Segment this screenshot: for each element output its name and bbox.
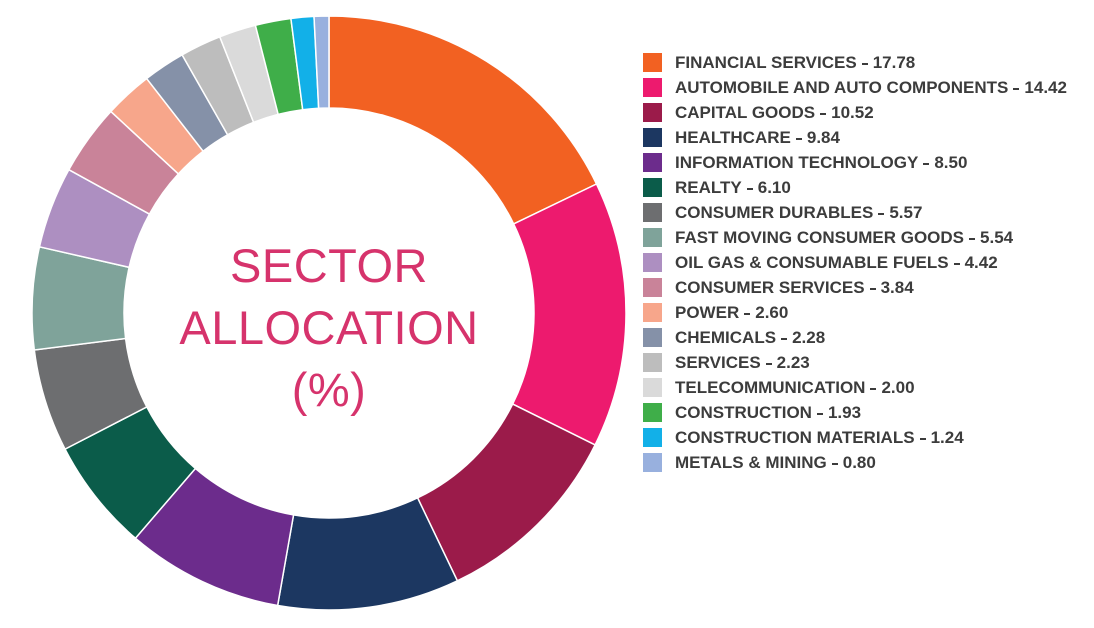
legend-item: INFORMATION TECHNOLOGY 8.50 bbox=[643, 150, 1083, 175]
legend-separator bbox=[1013, 87, 1020, 90]
legend-value: 1.93 bbox=[827, 403, 862, 422]
legend-label: CAPITAL GOODS bbox=[675, 103, 816, 122]
legend-swatch bbox=[643, 228, 662, 247]
legend-value: 3.84 bbox=[880, 278, 914, 297]
legend-value: 1.24 bbox=[930, 428, 964, 447]
legend-label: OIL GAS & CONSUMABLE FUELS bbox=[675, 253, 949, 272]
legend-swatch bbox=[643, 453, 662, 472]
legend-swatch bbox=[643, 328, 662, 347]
legend-label: INFORMATION TECHNOLOGY bbox=[675, 153, 919, 172]
legend-separator bbox=[923, 162, 930, 165]
legend-value: 6.10 bbox=[757, 178, 791, 197]
legend-value: 4.42 bbox=[964, 253, 998, 272]
legend-separator bbox=[746, 187, 753, 190]
legend-label: FINANCIAL SERVICES bbox=[675, 53, 857, 72]
legend-separator bbox=[816, 412, 823, 415]
legend-swatch bbox=[643, 128, 662, 147]
legend-separator bbox=[969, 237, 976, 240]
legend-value: 8.50 bbox=[934, 153, 968, 172]
chart-title: SECTOR ALLOCATION (%) bbox=[179, 239, 479, 416]
legend-separator bbox=[869, 287, 876, 290]
legend-label: POWER bbox=[675, 303, 740, 322]
slice bbox=[313, 15, 330, 110]
legend-swatch bbox=[643, 403, 662, 422]
legend-item: REALTY 6.10 bbox=[643, 175, 1083, 200]
legend-label: HEALTHCARE bbox=[675, 128, 791, 147]
legend-swatch bbox=[643, 53, 662, 72]
legend-swatch bbox=[643, 303, 662, 322]
legend-item: POWER 2.60 bbox=[643, 300, 1083, 325]
legend-label: FAST MOVING CONSUMER GOODS bbox=[675, 228, 965, 247]
legend-label: TELECOMMUNICATION bbox=[675, 378, 866, 397]
slice bbox=[328, 15, 598, 225]
legend-value: 5.57 bbox=[889, 203, 923, 222]
legend-label: AUTOMOBILE AND AUTO COMPONENTS bbox=[675, 78, 1009, 97]
legend-item: CAPITAL GOODS 10.52 bbox=[643, 100, 1083, 125]
legend-swatch bbox=[643, 428, 662, 447]
legend-swatch bbox=[643, 178, 662, 197]
legend-swatch bbox=[643, 203, 662, 222]
legend-item: AUTOMOBILE AND AUTO COMPONENTS 14.42 bbox=[643, 75, 1083, 100]
legend-value: 2.23 bbox=[776, 353, 810, 372]
legend-item: CHEMICALS 2.28 bbox=[643, 325, 1083, 350]
legend-swatch bbox=[643, 278, 662, 297]
legend-item: CONSUMER DURABLES 5.57 bbox=[643, 200, 1083, 225]
legend-label: CONSTRUCTION bbox=[675, 403, 812, 422]
legend-value: 9.84 bbox=[806, 128, 840, 147]
legend-label: CONSTRUCTION MATERIALS bbox=[675, 428, 915, 447]
legend-item: CONSTRUCTION MATERIALS 1.24 bbox=[643, 425, 1083, 450]
legend-label: CHEMICALS bbox=[675, 328, 777, 347]
legend-separator bbox=[744, 312, 751, 315]
legend-value: 2.60 bbox=[755, 303, 789, 322]
legend-swatch bbox=[643, 253, 662, 272]
legend-label: SERVICES bbox=[675, 353, 761, 372]
legend-swatch bbox=[643, 378, 662, 397]
legend-value: 10.52 bbox=[831, 103, 874, 122]
legend-label: REALTY bbox=[675, 178, 742, 197]
legend-item: CONSUMER SERVICES 3.84 bbox=[643, 275, 1083, 300]
legend-swatch bbox=[643, 103, 662, 122]
legend-swatch bbox=[643, 153, 662, 172]
legend-value: 2.28 bbox=[792, 328, 826, 347]
legend-value: 2.00 bbox=[881, 378, 915, 397]
legend-item: METALS & MINING 0.80 bbox=[643, 450, 1083, 475]
legend-label: CONSUMER DURABLES bbox=[675, 203, 874, 222]
legend-separator bbox=[878, 212, 885, 215]
legend-item: HEALTHCARE 9.84 bbox=[643, 125, 1083, 150]
legend-separator bbox=[781, 337, 788, 340]
legend-value: 14.42 bbox=[1024, 78, 1067, 97]
legend-swatch bbox=[643, 78, 662, 97]
legend-value: 17.78 bbox=[872, 53, 916, 72]
legend: FINANCIAL SERVICES 17.78 AUTOMOBILE AND AU… bbox=[643, 50, 1083, 475]
legend-separator bbox=[820, 112, 827, 115]
donut bbox=[31, 15, 627, 611]
legend-item: TELECOMMUNICATION 2.00 bbox=[643, 375, 1083, 400]
legend-separator bbox=[861, 62, 868, 65]
legend-label: CONSUMER SERVICES bbox=[675, 278, 865, 297]
legend-swatch bbox=[643, 353, 662, 372]
legend-item: SERVICES 2.23 bbox=[643, 350, 1083, 375]
legend-value: 0.80 bbox=[842, 453, 876, 472]
legend-value: 5.54 bbox=[980, 228, 1014, 247]
legend-separator bbox=[765, 362, 772, 365]
legend-label: METALS & MINING bbox=[675, 453, 827, 472]
legend-item: FAST MOVING CONSUMER GOODS 5.54 bbox=[643, 225, 1083, 250]
legend-separator bbox=[919, 437, 926, 440]
legend-item: CONSTRUCTION 1.93 bbox=[643, 400, 1083, 425]
legend-separator bbox=[831, 462, 838, 465]
legend-item: OIL GAS & CONSUMABLE FUELS 4.42 bbox=[643, 250, 1083, 275]
slice bbox=[511, 183, 627, 446]
legend-item: FINANCIAL SERVICES 17.78 bbox=[643, 50, 1083, 75]
legend-separator bbox=[953, 262, 960, 265]
legend-separator bbox=[795, 137, 802, 140]
legend-separator bbox=[870, 387, 877, 390]
